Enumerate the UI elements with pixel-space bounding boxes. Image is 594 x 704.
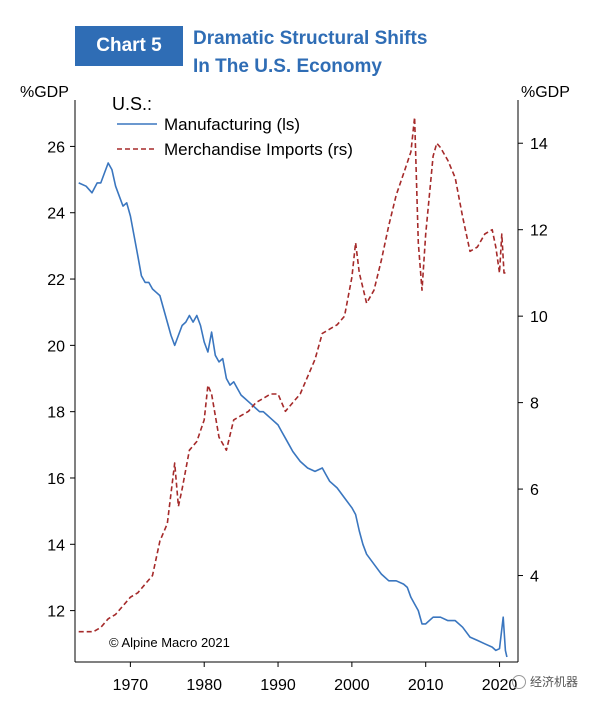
right-tick-label: 4 <box>530 569 539 586</box>
right-tick-label: 6 <box>530 482 539 499</box>
right-tick-label: 14 <box>530 136 548 153</box>
merchandise-imports-series-line <box>78 116 507 633</box>
chart-series <box>78 116 508 658</box>
chart-title: Dramatic Structural Shifts In The U.S. E… <box>193 25 553 81</box>
source-note: © Alpine Macro 2021 <box>109 635 230 650</box>
left-tick-label: 20 <box>47 338 65 355</box>
x-tick-label: 1990 <box>260 677 296 694</box>
watermark-text: 经济机器 <box>529 675 578 689</box>
left-tick-label: 26 <box>47 139 65 156</box>
chart-axes <box>70 100 523 667</box>
chart-number-badge: Chart 5 <box>75 26 183 66</box>
right-tick-label: 12 <box>530 223 548 240</box>
x-tick-label: 1980 <box>186 677 222 694</box>
chart-title-line-1: Dramatic Structural Shifts <box>193 28 428 49</box>
x-tick-label: 2010 <box>408 677 444 694</box>
x-tick-label: 1970 <box>113 677 149 694</box>
x-tick-label: 2000 <box>334 677 370 694</box>
left-tick-label: 22 <box>47 272 65 289</box>
legend-entry-label: Merchandise Imports (rs) <box>164 140 353 159</box>
wechat-icon <box>511 674 526 689</box>
left-tick-label: 18 <box>47 405 65 422</box>
watermark: 经济机器 <box>511 673 578 690</box>
chart-title-line-2: In The U.S. Economy <box>193 56 382 77</box>
manufacturing-series-line <box>78 162 508 658</box>
left-tick-label: 24 <box>47 206 65 223</box>
left-axis-unit-label: %GDP <box>20 84 69 101</box>
left-tick-label: 16 <box>47 471 65 488</box>
legend-heading: U.S.: <box>112 94 152 114</box>
chart-labels: 12 14 16 18 20 22 24 26 4 6 8 10 12 14 1970 1980 1990 200… <box>20 84 570 694</box>
left-tick-label: 12 <box>47 604 65 621</box>
right-tick-label: 10 <box>530 309 548 326</box>
left-tick-label: 14 <box>47 537 65 554</box>
right-tick-label: 8 <box>530 396 539 413</box>
right-axis-unit-label: %GDP <box>521 84 570 101</box>
x-tick-label: 2020 <box>482 677 518 694</box>
legend-entry-label: Manufacturing (ls) <box>164 115 300 134</box>
